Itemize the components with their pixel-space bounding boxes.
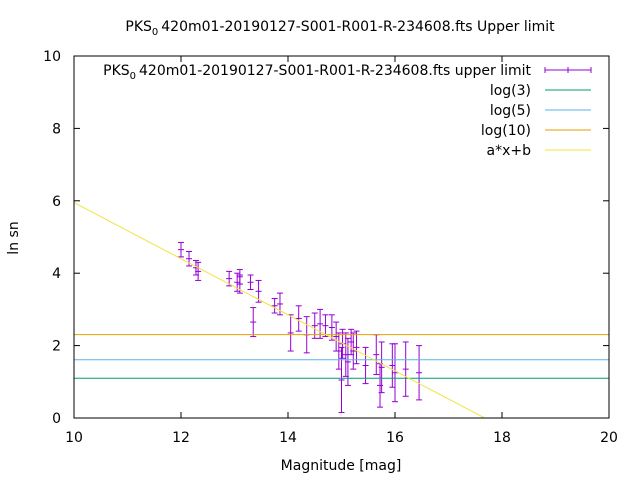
data-point [353, 330, 360, 365]
data-point [416, 345, 423, 401]
data-point [373, 334, 380, 376]
data-point [378, 341, 385, 394]
y-tick-label: 0 [52, 411, 61, 427]
x-tick-label: 18 [493, 430, 511, 446]
legend-label: log(5) [490, 103, 531, 119]
legend-label: log(3) [490, 83, 531, 99]
data-point [195, 261, 202, 281]
data-point [255, 279, 262, 303]
legend-entry: log(3) [490, 83, 591, 99]
legend-entry: PKS0 420m01-20190127-S001-R001-R-234608.f… [103, 63, 592, 82]
data-point [317, 308, 324, 339]
fit-line [74, 202, 486, 418]
y-tick-label: 10 [43, 49, 61, 65]
axes: 10 12 14 16 18 20 0 2 4 6 8 10 [43, 49, 618, 446]
legend-label: PKS0 420m01-20190127-S001-R001-R-234608.f… [103, 63, 531, 82]
data-point [178, 241, 184, 258]
x-tick-label: 12 [172, 430, 190, 446]
data-point [311, 312, 318, 339]
x-axis-label: Magnitude [mag] [281, 458, 402, 474]
x-tick-label: 16 [386, 430, 404, 446]
data-point [392, 343, 398, 403]
legend-label: a*x+b [487, 143, 532, 159]
data-point [362, 346, 369, 385]
data-point [322, 314, 329, 338]
y-tick-label: 2 [52, 339, 61, 355]
legend-entry: a*x+b [487, 143, 591, 159]
x-tick-label: 20 [600, 430, 618, 446]
x-tick-label: 10 [65, 430, 83, 446]
legend-entry: log(5) [490, 103, 591, 119]
data-point [328, 314, 335, 341]
data-point [295, 305, 302, 332]
data-point [287, 314, 294, 352]
data-point [338, 346, 345, 414]
data-point [247, 274, 254, 290]
data-point [271, 298, 278, 314]
data-point [335, 332, 342, 370]
data-point [333, 321, 340, 352]
legend-entry: log(10) [481, 123, 591, 139]
x-tick-label: 14 [279, 430, 297, 446]
data-point [350, 332, 357, 370]
data-point [186, 250, 193, 267]
data-point [250, 307, 257, 338]
data-point [276, 292, 283, 316]
y-tick-label: 6 [52, 194, 61, 210]
y-tick-label: 8 [52, 121, 61, 137]
plot-area [74, 202, 609, 418]
data-point [236, 269, 243, 285]
legend: PKS0 420m01-20190127-S001-R001-R-234608.f… [103, 63, 592, 159]
plot-frame [73, 55, 610, 419]
data-point [389, 343, 396, 388]
legend-label: log(10) [481, 123, 531, 139]
y-tick-label: 4 [52, 266, 61, 282]
y-axis-label: ln sn [6, 221, 22, 254]
chart-title: PKS0 420m01-20190127-S001-R001-R-234608.f… [125, 19, 555, 38]
data-point [402, 341, 409, 397]
